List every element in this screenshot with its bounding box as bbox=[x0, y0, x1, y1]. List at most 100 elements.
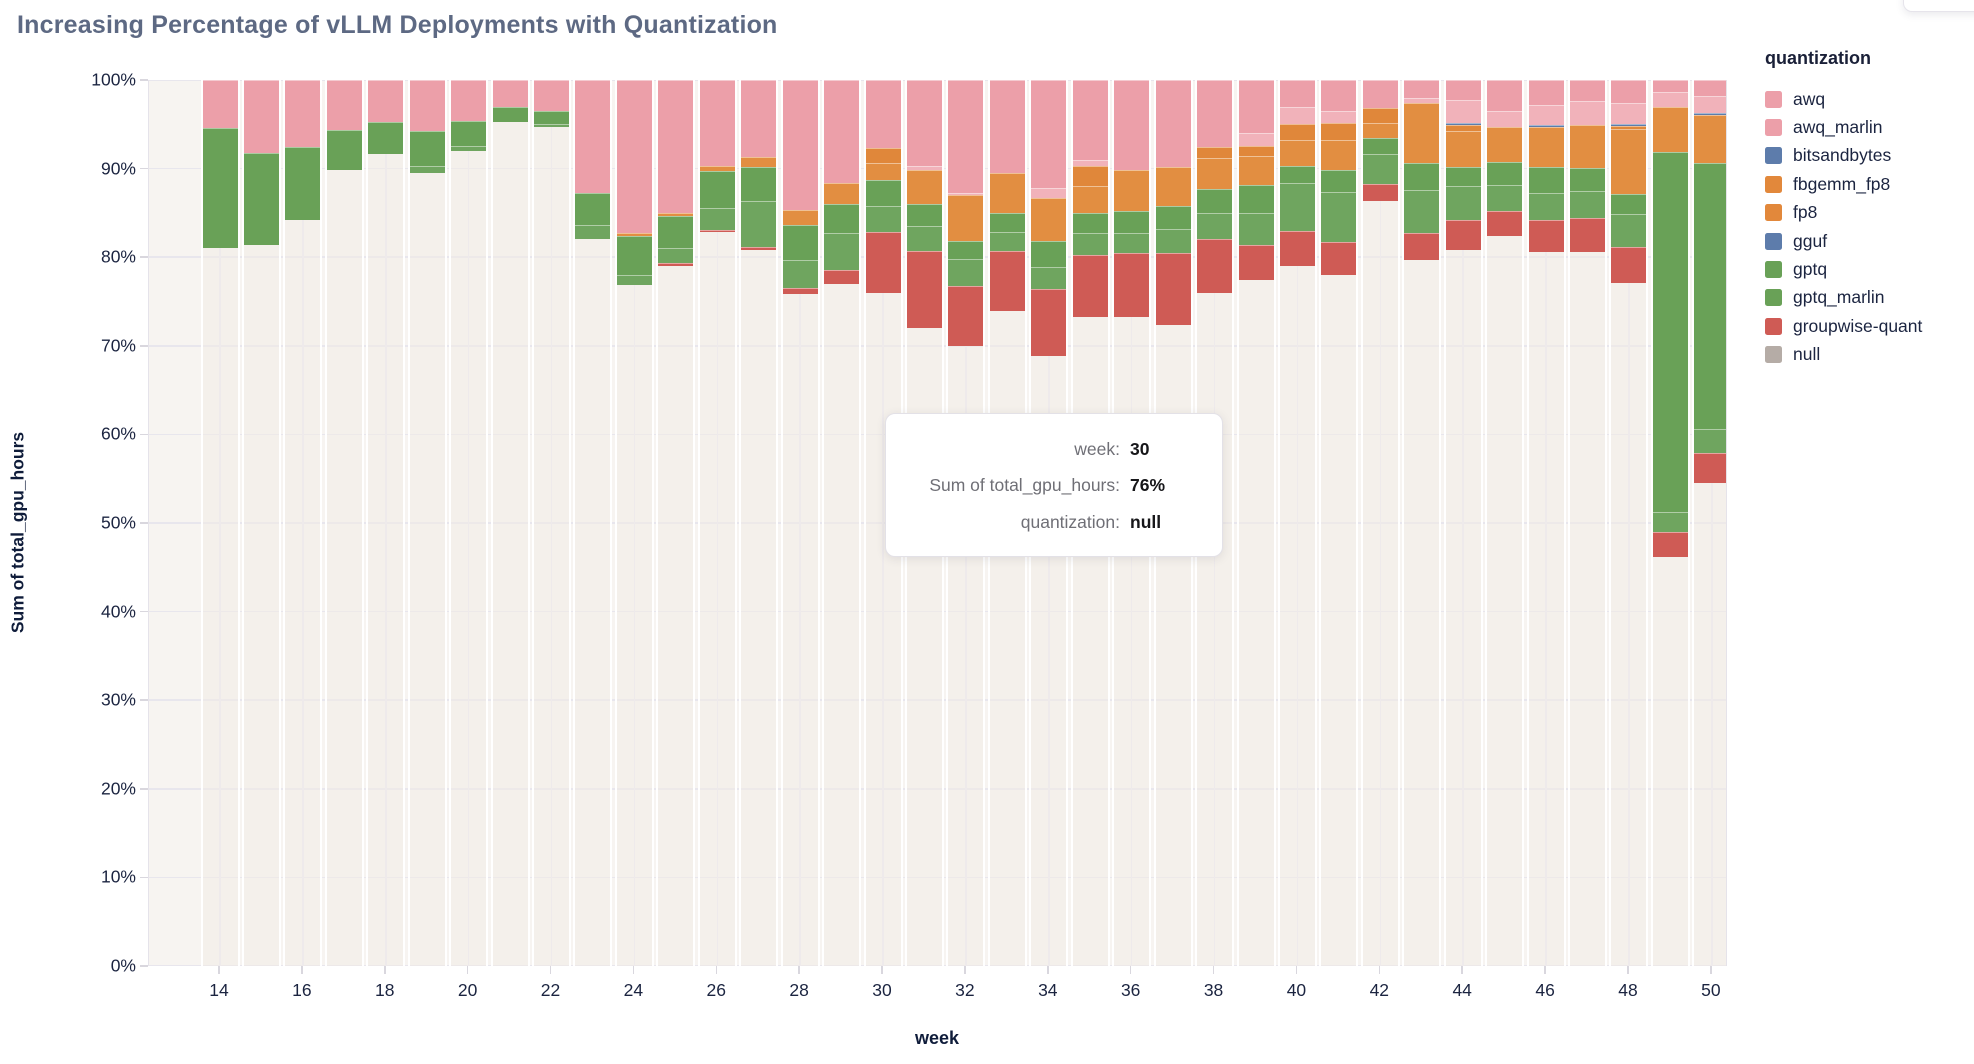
bar-segment-gptq[interactable] bbox=[1694, 163, 1726, 430]
bar-segment-groupwise-quant[interactable] bbox=[865, 232, 901, 293]
bar-segment-groupwise-quant[interactable] bbox=[1031, 289, 1067, 357]
bar-week-43[interactable] bbox=[1402, 80, 1442, 966]
bar-week-14[interactable] bbox=[200, 80, 240, 966]
bar-segment-fp8[interactable] bbox=[1611, 128, 1647, 195]
legend-item-fbgemm_fp8[interactable]: fbgemm_fp8 bbox=[1765, 170, 1965, 198]
bar-week-15[interactable] bbox=[241, 80, 281, 966]
bar-segment-gptq_marlin[interactable] bbox=[1321, 191, 1357, 243]
bar-segment-gptq_marlin[interactable] bbox=[1611, 213, 1647, 248]
legend-item-bitsandbytes[interactable]: bitsandbytes bbox=[1765, 142, 1965, 170]
bar-week-18[interactable] bbox=[366, 80, 406, 966]
bar-segment-fp8[interactable] bbox=[616, 233, 652, 236]
bar-segment-gptq_marlin[interactable] bbox=[1197, 212, 1233, 240]
bar-segment-awq[interactable] bbox=[1487, 80, 1523, 112]
bar-week-24[interactable] bbox=[614, 80, 654, 966]
bar-segment-awq[interactable] bbox=[1611, 80, 1647, 104]
bar-segment-fp8[interactable] bbox=[1570, 125, 1606, 168]
bar-segment-groupwise-quant[interactable] bbox=[1321, 242, 1357, 275]
bar-week-44[interactable] bbox=[1443, 80, 1483, 966]
bar-segment-groupwise-quant[interactable] bbox=[1362, 183, 1398, 202]
bar-segment-awq[interactable] bbox=[1445, 80, 1481, 100]
bar-segment-null[interactable] bbox=[1321, 274, 1357, 966]
bar-segment-fp8[interactable] bbox=[1404, 103, 1440, 164]
bar-segment-groupwise-quant[interactable] bbox=[824, 269, 860, 284]
legend-item-gguf[interactable]: gguf bbox=[1765, 227, 1965, 255]
bar-segment-awq[interactable] bbox=[1570, 80, 1606, 102]
bar-segment-awq_marlin[interactable] bbox=[1238, 133, 1274, 147]
bar-segment-null[interactable] bbox=[658, 266, 694, 966]
bar-segment-null[interactable] bbox=[575, 238, 611, 966]
bar-segment-gptq[interactable] bbox=[1279, 165, 1315, 183]
bar-segment-groupwise-quant[interactable] bbox=[1072, 254, 1108, 318]
bar-segment-awq[interactable] bbox=[658, 80, 694, 213]
bar-week-40[interactable] bbox=[1277, 80, 1317, 966]
bar-segment-awq[interactable] bbox=[1404, 80, 1440, 98]
bar-week-27[interactable] bbox=[739, 80, 779, 966]
legend-item-awq[interactable]: awq bbox=[1765, 85, 1965, 113]
bar-segment-gptq[interactable] bbox=[1570, 167, 1606, 191]
bar-segment-gptq_marlin[interactable] bbox=[1362, 153, 1398, 184]
bar-segment-groupwise-quant[interactable] bbox=[1155, 252, 1191, 326]
bar-segment-null[interactable] bbox=[699, 232, 735, 966]
bar-segment-null[interactable] bbox=[1279, 266, 1315, 966]
bar-segment-groupwise-quant[interactable] bbox=[989, 251, 1025, 312]
bar-segment-fbgemm_fp8[interactable] bbox=[1445, 125, 1481, 132]
bar-segment-gptq_marlin[interactable] bbox=[1072, 233, 1108, 255]
bar-segment-groupwise-quant[interactable] bbox=[1238, 244, 1274, 281]
bar-segment-null[interactable] bbox=[368, 153, 404, 966]
bar-segment-null[interactable] bbox=[1362, 201, 1398, 966]
bar-segment-null[interactable] bbox=[1445, 250, 1481, 966]
bar-segment-null[interactable] bbox=[534, 126, 570, 966]
bar-segment-gptq_marlin[interactable] bbox=[1279, 182, 1315, 231]
bar-segment-fp8[interactable] bbox=[782, 210, 818, 226]
legend-item-null[interactable]: null bbox=[1765, 341, 1965, 369]
bar-segment-fp8[interactable] bbox=[1238, 156, 1274, 186]
bar-segment-awq[interactable] bbox=[534, 80, 570, 112]
bar-segment-null[interactable] bbox=[492, 121, 528, 966]
bar-segment-gptq_marlin[interactable] bbox=[989, 232, 1025, 251]
bar-segment-null[interactable] bbox=[1611, 282, 1647, 966]
bar-segment-fp8[interactable] bbox=[1652, 106, 1688, 152]
bar-segment-groupwise-quant[interactable] bbox=[741, 247, 777, 251]
bar-segment-gptq_marlin[interactable] bbox=[658, 248, 694, 263]
bar-segment-fbgemm_fp8[interactable] bbox=[1238, 146, 1274, 157]
bar-segment-gptq_marlin[interactable] bbox=[1445, 186, 1481, 220]
bar-week-39[interactable] bbox=[1236, 80, 1276, 966]
legend-item-awq_marlin[interactable]: awq_marlin bbox=[1765, 113, 1965, 141]
bar-segment-gptq[interactable] bbox=[1362, 137, 1398, 154]
bar-segment-gptq[interactable] bbox=[1114, 211, 1150, 234]
legend-item-fp8[interactable]: fp8 bbox=[1765, 199, 1965, 227]
bar-segment-fp8[interactable] bbox=[824, 182, 860, 205]
bar-segment-gptq[interactable] bbox=[1652, 151, 1688, 513]
bar-segment-bitsandbytes[interactable] bbox=[1694, 112, 1726, 115]
bar-week-21[interactable] bbox=[490, 80, 530, 966]
bar-segment-gptq[interactable] bbox=[1321, 169, 1357, 192]
bar-segment-gptq[interactable] bbox=[285, 147, 321, 220]
bar-segment-gptq[interactable] bbox=[243, 152, 279, 245]
bar-segment-gptq[interactable] bbox=[1155, 205, 1191, 229]
bar-segment-gptq[interactable] bbox=[658, 215, 694, 249]
bar-segment-null[interactable] bbox=[1238, 280, 1274, 966]
bar-segment-groupwise-quant[interactable] bbox=[906, 251, 942, 329]
bar-week-23[interactable] bbox=[573, 80, 613, 966]
bar-segment-gptq_marlin[interactable] bbox=[1238, 212, 1274, 245]
bar-segment-gptq[interactable] bbox=[1445, 166, 1481, 187]
bar-segment-bitsandbytes[interactable] bbox=[1445, 123, 1481, 126]
bar-segment-gptq[interactable] bbox=[575, 192, 611, 226]
bar-segment-groupwise-quant[interactable] bbox=[782, 288, 818, 294]
bar-segment-groupwise-quant[interactable] bbox=[658, 262, 694, 267]
bar-segment-gptq_marlin[interactable] bbox=[1652, 512, 1688, 532]
bar-segment-groupwise-quant[interactable] bbox=[1197, 239, 1233, 293]
bar-segment-awq_marlin[interactable] bbox=[1321, 111, 1357, 124]
bar-week-25[interactable] bbox=[656, 80, 696, 966]
bar-segment-awq[interactable] bbox=[575, 80, 611, 193]
bar-segment-gptq[interactable] bbox=[409, 130, 445, 166]
bar-segment-awq[interactable] bbox=[948, 80, 984, 193]
bar-segment-awq[interactable] bbox=[1072, 80, 1108, 160]
bar-segment-awq[interactable] bbox=[202, 80, 238, 128]
bar-segment-groupwise-quant[interactable] bbox=[1652, 531, 1688, 557]
bar-segment-fp8[interactable] bbox=[1279, 140, 1315, 166]
bar-segment-awq_marlin[interactable] bbox=[1611, 103, 1647, 125]
bar-segment-awq[interactable] bbox=[741, 80, 777, 158]
bar-segment-awq_marlin[interactable] bbox=[1694, 95, 1726, 113]
